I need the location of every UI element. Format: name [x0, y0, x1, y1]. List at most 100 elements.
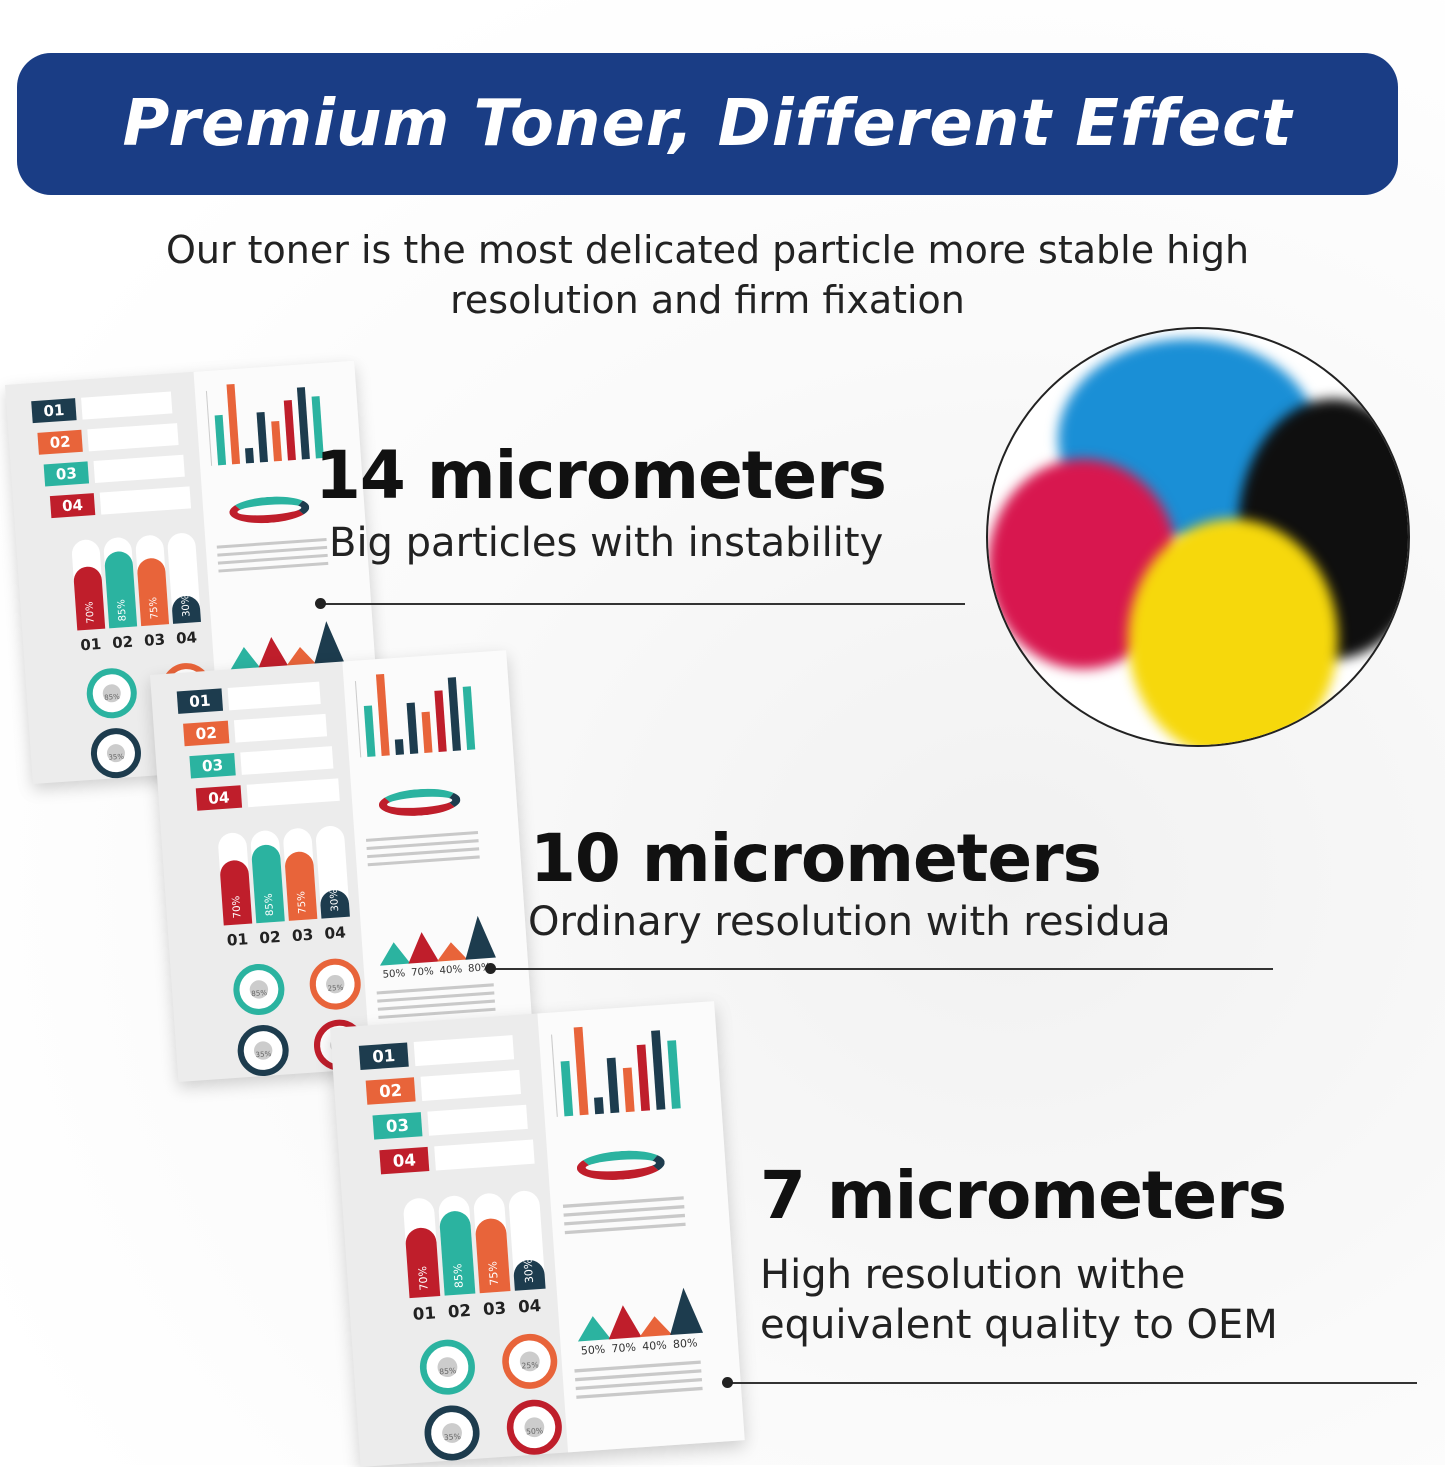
- pill-fill: 70%: [72, 565, 106, 631]
- number-tag: 01: [176, 688, 224, 714]
- triangle-mark: [378, 941, 411, 966]
- donut-chart: 85%: [231, 962, 287, 1017]
- chart-bar: [271, 420, 282, 462]
- subtitle-line-1: Our toner is the most delicated particle…: [165, 228, 1250, 272]
- donut-value: 50%: [523, 1416, 545, 1438]
- progress-pill: 85%: [437, 1194, 476, 1296]
- pill-value: 85%: [452, 1263, 467, 1289]
- tag-text-block: [240, 746, 334, 775]
- donut-chart: 50%: [504, 1397, 564, 1457]
- tier-14-micrometers: 14 micrometers Big particles with instab…: [315, 437, 965, 609]
- pill-value: 30%: [522, 1258, 537, 1284]
- progress-pill: 75%: [134, 534, 170, 627]
- pill-fill: 85%: [250, 843, 285, 924]
- chart-bar: [560, 1060, 574, 1117]
- pill-label: 02: [447, 1300, 472, 1322]
- tier-description: High resolution withe: [760, 1252, 1186, 1298]
- tier-7-micrometers: 7 micrometers High resolution withe equi…: [722, 1157, 1417, 1388]
- chart-bar: [651, 1030, 666, 1110]
- toner-powder-image: [986, 327, 1410, 747]
- chart-bar: [447, 677, 461, 751]
- dot-marker: [722, 1377, 733, 1388]
- number-tag: 02: [365, 1077, 416, 1105]
- donut-value: 25%: [325, 974, 346, 994]
- tag-text-block: [93, 454, 185, 483]
- number-tag: 03: [372, 1112, 423, 1140]
- pill-fill: 75%: [474, 1216, 511, 1294]
- progress-pill: 85%: [249, 829, 285, 924]
- number-tag: 04: [379, 1146, 430, 1175]
- bar-chart: [205, 382, 331, 466]
- triangle-value: 80%: [672, 1337, 698, 1352]
- donut-chart: 25%: [500, 1332, 560, 1391]
- chart-bar: [256, 411, 269, 463]
- triangle-value: 40%: [439, 964, 463, 977]
- donut-value: 85%: [436, 1356, 459, 1378]
- divider: [725, 1382, 1417, 1384]
- pill-label: 03: [143, 630, 166, 650]
- progress-pill: 70%: [71, 538, 106, 631]
- triangle-mark: [311, 620, 345, 665]
- title-banner: Premium Toner, Different Effect: [17, 53, 1398, 195]
- progress-pill: 70%: [217, 831, 253, 926]
- subtitle-line-2: resolution and firm fixation: [450, 278, 965, 322]
- tier-description: Ordinary resolution with residua: [528, 899, 1171, 945]
- pill-label: 01: [226, 929, 249, 950]
- tag-text-block: [420, 1069, 521, 1101]
- progress-pill: 30%: [507, 1189, 546, 1291]
- triangle-mark: [228, 645, 261, 670]
- subtitle: Our toner is the most delicated particle…: [0, 225, 1415, 325]
- pill-value: 30%: [328, 888, 342, 912]
- donut-value: 25%: [519, 1350, 541, 1372]
- chart-bar: [245, 447, 255, 464]
- tag-text-block: [246, 778, 340, 808]
- chart-bar: [394, 739, 405, 755]
- triangle-value: 50%: [580, 1343, 606, 1358]
- chart-bar: [636, 1044, 651, 1111]
- pill-label: 02: [111, 632, 134, 653]
- progress-pill: 30%: [315, 825, 350, 919]
- donut-chart: 35%: [89, 726, 143, 780]
- tag-text-block: [233, 713, 328, 743]
- tag-text-block: [227, 681, 321, 711]
- tier-description: equivalent quality to OEM: [760, 1302, 1278, 1348]
- pill-fill: 85%: [438, 1209, 476, 1296]
- progress-pill: 30%: [166, 532, 202, 624]
- pill-label: 02: [258, 927, 282, 948]
- tag-text-block: [413, 1035, 515, 1067]
- triangle-mark: [406, 931, 439, 964]
- chart-bar: [434, 690, 447, 752]
- number-tag: 02: [37, 429, 83, 455]
- pill-fill: 85%: [103, 550, 138, 629]
- pill-fill: 75%: [284, 850, 318, 921]
- bar-chart: [550, 1025, 689, 1117]
- chart-bar: [573, 1026, 589, 1116]
- donut-chart: 85%: [85, 666, 139, 720]
- triangle-mark: [606, 1304, 642, 1340]
- pill-label: 01: [412, 1302, 437, 1325]
- triangle-mark: [576, 1315, 611, 1342]
- number-tag: 04: [49, 493, 96, 519]
- pill-label: 04: [323, 923, 347, 943]
- chart-bar: [421, 711, 433, 753]
- pill-value: 30%: [180, 594, 193, 618]
- pill-label: 01: [79, 634, 102, 655]
- number-tag: 01: [31, 398, 77, 424]
- pill-fill: 70%: [404, 1226, 441, 1299]
- triangle-value: 50%: [382, 968, 406, 981]
- chart-bar: [622, 1067, 635, 1113]
- donut-chart: 35%: [235, 1023, 291, 1078]
- triangle-mark: [435, 941, 468, 962]
- chart-bar: [406, 702, 419, 754]
- pill-label: 03: [291, 925, 314, 946]
- pill-value: 70%: [230, 895, 244, 919]
- pill-fill: 75%: [136, 556, 170, 627]
- progress-pill: 75%: [282, 827, 318, 921]
- tag-text-block: [87, 423, 179, 452]
- donut-value: 35%: [441, 1422, 463, 1444]
- chart-bar: [296, 387, 310, 460]
- donut-value: 85%: [249, 979, 269, 1000]
- tier-heading: 10 micrometers: [530, 820, 1102, 897]
- tier-description: Big particles with instability: [329, 520, 884, 566]
- number-tag: 03: [43, 461, 90, 487]
